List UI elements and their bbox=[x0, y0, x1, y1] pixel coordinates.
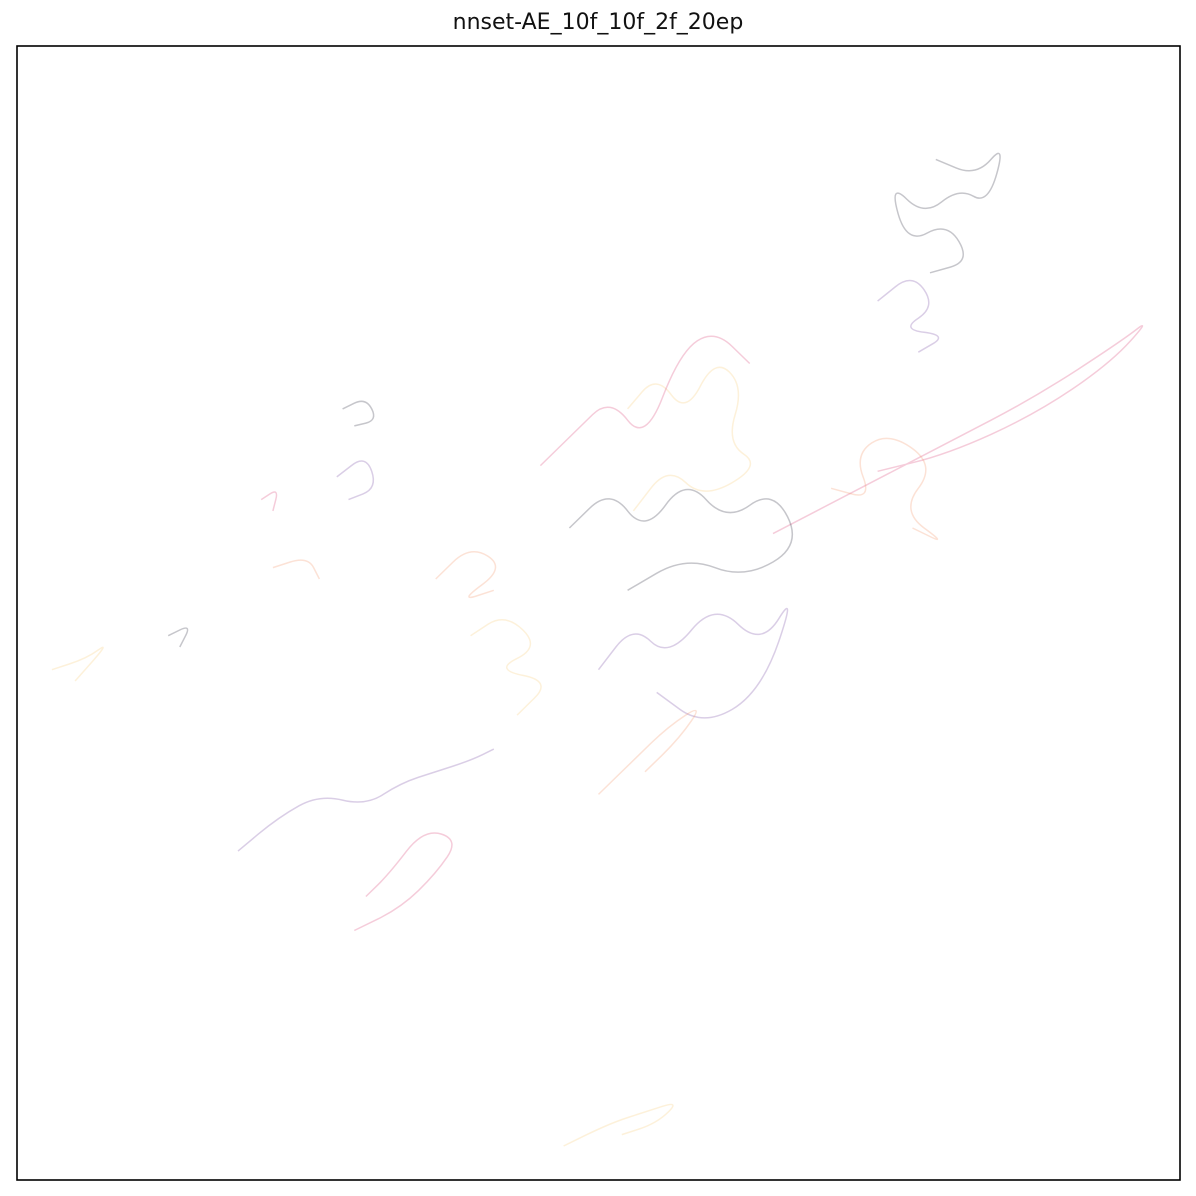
series-line-right-long-loop bbox=[772, 325, 1144, 535]
series-line-left-small-c bbox=[260, 491, 278, 512]
series-line-lower-left-loop bbox=[353, 832, 453, 932]
series-layer bbox=[51, 152, 1144, 1147]
series-line-center-right bbox=[830, 437, 939, 541]
series-line-left-small-d bbox=[272, 559, 321, 580]
chart-title: nnset-AE_10f_10f_2f_20ep bbox=[452, 10, 744, 35]
series-line-mid-diagonal bbox=[539, 335, 751, 467]
series-line-center-lower-arc bbox=[597, 709, 697, 795]
series-line-upper-right-small bbox=[877, 279, 940, 353]
series-line-left-small-b bbox=[336, 460, 375, 501]
series-line-left-small-a bbox=[342, 400, 375, 427]
series-line-left-mid bbox=[167, 627, 189, 648]
series-line-far-left bbox=[51, 646, 104, 682]
series-line-center-main-b bbox=[568, 488, 794, 591]
series-line-bottom bbox=[563, 1103, 674, 1147]
series-line-center-left-loop bbox=[435, 551, 497, 599]
series-line-center-main-a bbox=[627, 366, 752, 512]
series-line-top-right-loop bbox=[894, 152, 1001, 274]
plot-frame bbox=[16, 45, 1181, 1181]
series-line-mid-cluster bbox=[470, 619, 542, 716]
series-line-lower-left-wave bbox=[237, 748, 495, 852]
series-line-center-down-sweep bbox=[597, 607, 789, 719]
